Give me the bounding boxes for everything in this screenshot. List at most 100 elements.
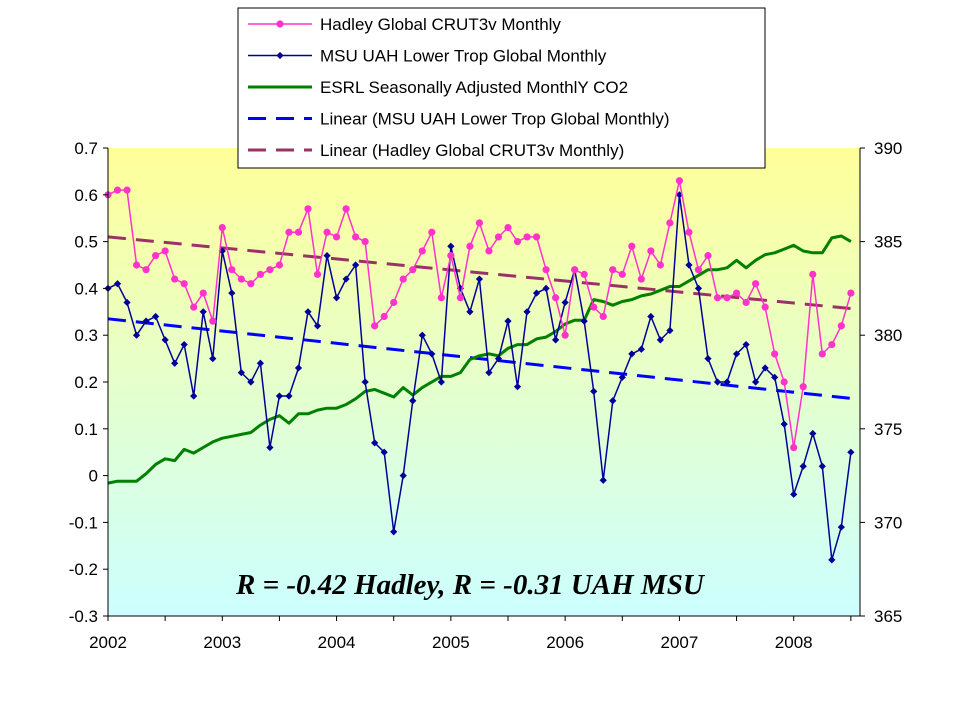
data-point bbox=[409, 397, 417, 405]
data-point bbox=[542, 266, 550, 274]
data-point bbox=[247, 280, 255, 288]
data-point bbox=[361, 378, 369, 386]
left-tick-label: 0.3 bbox=[74, 326, 98, 345]
data-point bbox=[409, 266, 417, 274]
left-tick-label: 0.7 bbox=[74, 139, 98, 158]
data-point bbox=[790, 490, 798, 498]
data-point bbox=[713, 378, 722, 386]
data-point bbox=[152, 252, 160, 260]
data-point bbox=[266, 266, 274, 274]
data-point bbox=[171, 275, 179, 283]
x-tick-label: 2008 bbox=[775, 633, 813, 652]
data-point bbox=[685, 228, 693, 236]
x-tick-label: 2005 bbox=[432, 633, 470, 652]
data-point bbox=[266, 443, 274, 452]
data-point bbox=[504, 223, 512, 232]
data-point bbox=[171, 359, 179, 367]
data-point bbox=[732, 289, 741, 297]
data-point bbox=[190, 303, 198, 311]
x-tick-label: 2002 bbox=[89, 633, 127, 652]
data-point bbox=[666, 219, 674, 227]
data-point bbox=[704, 355, 712, 363]
data-point bbox=[352, 233, 360, 241]
series-layer bbox=[104, 177, 855, 564]
data-point bbox=[675, 177, 684, 185]
data-point bbox=[513, 383, 522, 391]
data-point bbox=[713, 294, 722, 302]
data-point bbox=[694, 284, 703, 292]
data-point bbox=[656, 336, 664, 344]
data-point bbox=[837, 322, 845, 330]
data-point bbox=[647, 312, 655, 321]
legend-label: ESRL Seasonally Adjusted MonthlY CO2 bbox=[320, 78, 628, 97]
data-point bbox=[466, 308, 474, 316]
data-point bbox=[304, 308, 312, 316]
data-point bbox=[418, 331, 426, 339]
legend-marker bbox=[276, 20, 284, 28]
data-point bbox=[161, 247, 169, 255]
data-point bbox=[799, 383, 807, 391]
left-tick-label: -0.3 bbox=[69, 607, 98, 626]
axes: 0.7 0.6 0.5 0.4 0.3 0.2 0.1 0 -0.1 -0.2 -0.3 390 385… bbox=[69, 139, 903, 652]
data-point bbox=[304, 205, 312, 213]
data-point bbox=[456, 294, 464, 302]
data-point bbox=[437, 378, 445, 386]
data-point bbox=[399, 472, 407, 480]
data-point bbox=[780, 378, 788, 386]
data-point bbox=[390, 528, 398, 536]
data-point bbox=[771, 373, 779, 381]
right-tick-label: 375 bbox=[874, 420, 902, 439]
data-point bbox=[199, 308, 207, 316]
data-point bbox=[123, 298, 131, 307]
data-point bbox=[590, 303, 598, 311]
plot-area bbox=[108, 148, 860, 616]
data-point bbox=[742, 298, 750, 307]
data-point bbox=[256, 359, 264, 367]
data-point bbox=[656, 261, 664, 269]
data-point bbox=[618, 373, 626, 381]
data-point bbox=[580, 317, 588, 325]
data-point bbox=[752, 378, 760, 386]
data-point bbox=[342, 205, 350, 213]
left-tick-label: 0.2 bbox=[74, 373, 98, 392]
data-point bbox=[590, 387, 598, 395]
data-point bbox=[380, 312, 388, 321]
x-tick-label: 2003 bbox=[203, 633, 241, 652]
data-point bbox=[828, 340, 836, 349]
data-point bbox=[628, 350, 636, 358]
series-line bbox=[107, 234, 852, 485]
data-point bbox=[475, 219, 484, 227]
data-point bbox=[199, 289, 207, 297]
data-point bbox=[752, 280, 760, 288]
x-tick-label: 2004 bbox=[318, 633, 356, 652]
data-point bbox=[609, 397, 617, 405]
data-point bbox=[771, 350, 779, 358]
data-point bbox=[647, 247, 655, 255]
data-point bbox=[437, 294, 445, 302]
data-point bbox=[799, 462, 807, 470]
data-point bbox=[275, 392, 284, 400]
right-tick-label: 365 bbox=[874, 607, 902, 626]
data-point bbox=[418, 247, 426, 255]
data-point bbox=[294, 228, 303, 236]
data-point bbox=[628, 242, 636, 250]
data-point bbox=[371, 439, 379, 447]
data-point bbox=[190, 392, 198, 400]
data-point bbox=[732, 350, 741, 358]
legend-label: Linear (MSU UAH Lower Trop Global Monthl… bbox=[320, 110, 670, 129]
x-tick-label: 2006 bbox=[546, 633, 584, 652]
data-point bbox=[637, 345, 645, 353]
data-point bbox=[218, 223, 226, 232]
data-point bbox=[485, 369, 493, 377]
data-point bbox=[313, 270, 322, 278]
data-point bbox=[428, 228, 436, 236]
data-point bbox=[532, 289, 541, 297]
data-point bbox=[466, 242, 474, 250]
data-point bbox=[132, 261, 141, 269]
data-point bbox=[818, 462, 826, 470]
data-point bbox=[228, 289, 236, 297]
data-point bbox=[323, 228, 331, 236]
right-tick-label: 380 bbox=[874, 326, 902, 345]
data-point bbox=[809, 270, 817, 278]
data-point bbox=[809, 429, 817, 438]
